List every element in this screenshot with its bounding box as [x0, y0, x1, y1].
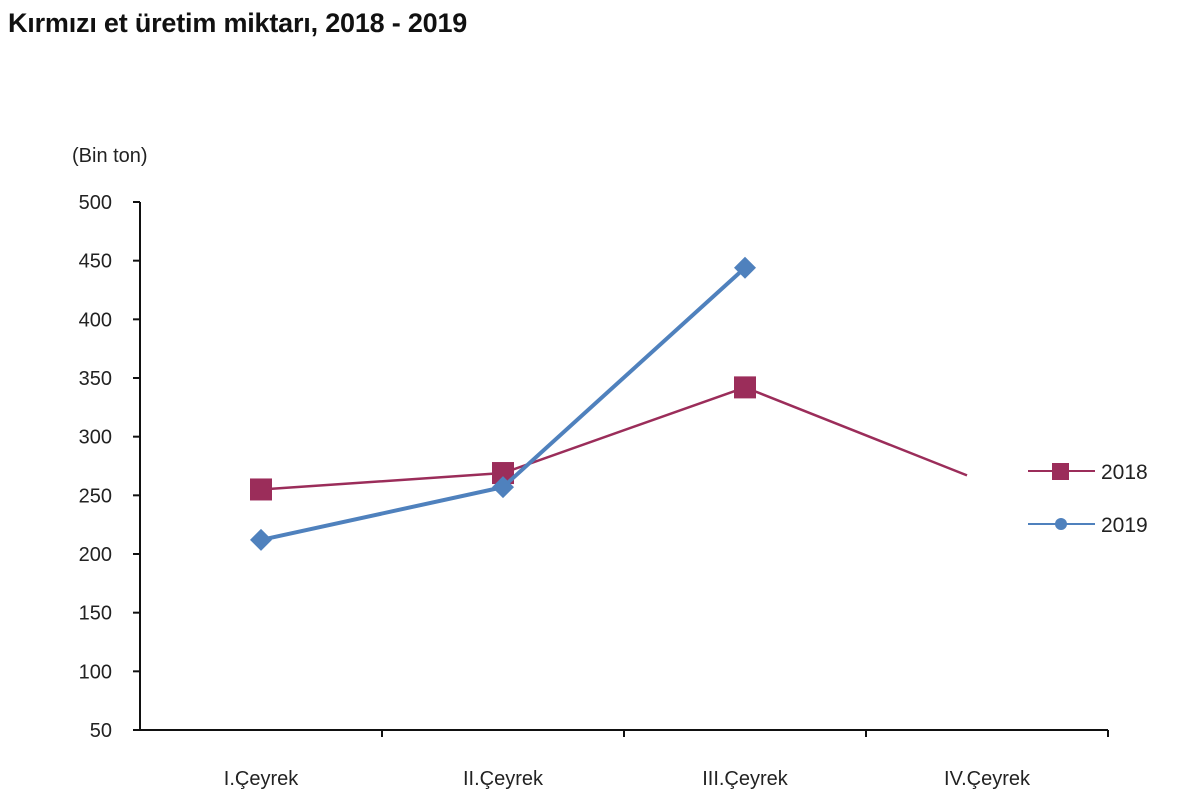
series-2019	[250, 256, 756, 551]
y-tick-label: 300	[79, 427, 112, 449]
series-line	[260, 386, 968, 491]
y-tick-label: 200	[79, 544, 112, 566]
y-tick-label: 350	[79, 368, 112, 390]
legend-item-2018: 2018	[1028, 461, 1148, 484]
legend-diamond-marker	[1055, 518, 1067, 530]
data-point-diamond-marker	[250, 528, 272, 551]
data-point-square-marker	[492, 462, 514, 485]
data-point-square-marker	[734, 376, 756, 399]
data-point-diamond-marker	[492, 476, 514, 499]
y-axis-unit-label: (Bin ton)	[72, 145, 148, 167]
y-tick-label: 250	[79, 485, 112, 507]
y-tick-label: 400	[79, 309, 112, 331]
y-tick-label: 500	[79, 192, 112, 214]
x-category-label: II.Çeyrek	[463, 768, 544, 790]
y-tick-label: 450	[79, 251, 112, 273]
y-tick-label: 100	[79, 661, 112, 683]
chart-title: Kırmızı et üretim miktarı, 2018 - 2019	[8, 8, 468, 38]
x-category-label: III.Çeyrek	[702, 768, 789, 790]
y-tick-label: 50	[90, 720, 112, 742]
data-point-square-marker	[250, 478, 272, 501]
legend-item-2019: 2019	[1028, 514, 1148, 537]
x-category-label: I.Çeyrek	[224, 768, 299, 790]
series-2018	[250, 376, 968, 501]
x-category-label: IV.Çeyrek	[944, 768, 1031, 790]
series-line	[260, 266, 747, 542]
legend-square-marker	[1052, 463, 1069, 480]
legend-label: 2018	[1101, 461, 1148, 484]
y-tick-label: 150	[79, 603, 112, 625]
legend-label: 2019	[1101, 514, 1148, 537]
data-point-diamond-marker	[734, 256, 756, 279]
